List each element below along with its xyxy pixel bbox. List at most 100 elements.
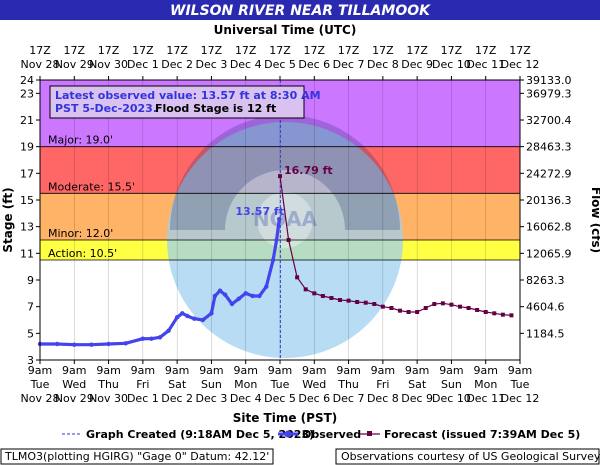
observed-point	[212, 293, 218, 299]
forecast-point	[440, 301, 445, 306]
top-tick-time: 17Z	[201, 44, 223, 57]
top-tick-date: Dec 12	[501, 58, 540, 71]
x-tick-time: 9am	[302, 364, 326, 377]
top-tick-date: Dec 2	[161, 58, 193, 71]
y2-tick-label: 1184.5	[526, 327, 565, 340]
x-tick-time: 9am	[199, 364, 223, 377]
noaa-logo-bird	[257, 192, 313, 248]
top-axis-title: Universal Time (UTC)	[214, 23, 357, 37]
forecast-point	[329, 296, 334, 300]
observed-point	[229, 301, 235, 307]
x-tick-date: Dec 11	[466, 392, 505, 405]
y2-tick-label: 16062.8	[526, 221, 572, 234]
forecast-point	[278, 174, 282, 179]
x-tick-time: 9am	[96, 364, 120, 377]
x-tick-date: Nov 30	[89, 392, 128, 405]
forecast-point	[389, 306, 394, 310]
observed-point	[222, 292, 228, 297]
top-tick-time: 17Z	[29, 44, 51, 57]
x-tick-weekday: Sat	[408, 378, 427, 391]
x-tick-date: Dec 7	[333, 392, 365, 405]
x-tick-date: Nov 29	[55, 392, 94, 405]
observed-point	[106, 341, 111, 347]
x-tick-weekday: Sun	[441, 378, 462, 391]
forecast-point	[475, 308, 480, 312]
observed-point	[274, 237, 279, 243]
top-tick-date: Dec 11	[466, 58, 505, 71]
info-line-2b: Flood Stage is 12 ft	[155, 102, 276, 115]
forecast-point	[509, 313, 514, 318]
observed-point	[174, 315, 180, 320]
y2-tick-label: 28463.3	[526, 141, 572, 154]
observed-point	[270, 257, 276, 263]
forecast-point	[380, 304, 385, 309]
top-tick-time: 17Z	[372, 44, 394, 57]
top-tick-date: Dec 5	[264, 58, 296, 71]
observed-point	[264, 284, 269, 289]
top-tick-time: 17Z	[132, 44, 154, 57]
forecast-point	[423, 306, 428, 310]
x-tick-date: Dec 8	[367, 392, 399, 405]
title-bar	[0, 0, 600, 20]
top-tick-time: 17Z	[304, 44, 326, 57]
observed-point	[149, 336, 154, 341]
observed-point	[243, 291, 248, 296]
y-tick-label: 17	[20, 167, 34, 180]
forecast-point	[492, 311, 497, 316]
observed-point	[192, 316, 197, 321]
y-axis-title: Stage (ft)	[1, 187, 15, 252]
x-tick-date: Dec 10	[432, 392, 471, 405]
observed-point	[277, 216, 282, 222]
x-tick-time: 9am	[439, 364, 463, 377]
y-tick-label: 15	[20, 194, 34, 207]
top-tick-date: Nov 29	[55, 58, 94, 71]
top-tick-date: Dec 4	[230, 58, 262, 71]
forecast-point	[372, 302, 377, 306]
forecast-point	[500, 312, 505, 317]
observed-point	[217, 288, 223, 293]
forecast-point	[406, 310, 411, 314]
forecast-peak-label: 16.79 ft	[284, 164, 333, 177]
top-tick-time: 17Z	[441, 44, 463, 57]
y-tick-label: 7	[27, 301, 34, 314]
y2-tick-label: 4604.6	[526, 301, 565, 314]
y2-tick-label: 32700.4	[526, 114, 572, 127]
observed-line	[40, 218, 281, 347]
x-tick-weekday: Sun	[201, 378, 222, 391]
x-tick-date: Dec 4	[230, 392, 262, 405]
y2-tick-label: 24272.9	[526, 167, 572, 180]
observed-peak-label: 13.57 ft	[235, 205, 284, 218]
top-tick-date: Dec 7	[333, 58, 365, 71]
x-tick-date: Dec 5	[264, 392, 296, 405]
top-tick-time: 17Z	[475, 44, 497, 57]
x-axis-title: Site Time (PST)	[233, 411, 338, 425]
x-tick-weekday: Wed	[302, 378, 326, 391]
forecast-line	[279, 176, 512, 316]
latest-observation-box: Latest observed value: 13.57 ft at 8:30 …	[49, 85, 321, 119]
info-line-2a: PST 5-Dec-2023.	[55, 102, 157, 115]
x-tick-weekday: Tue	[510, 378, 530, 391]
forecast-point	[303, 287, 308, 292]
x-tick-time: 9am	[268, 364, 292, 377]
top-tick-date: Dec 8	[367, 58, 399, 71]
y-tick-label: 24	[20, 74, 34, 87]
top-tick-time: 17Z	[166, 44, 188, 57]
forecast-point	[458, 304, 462, 309]
forecast-point	[483, 310, 488, 314]
noaa-logo-top	[170, 115, 400, 230]
top-tick-date: Dec 10	[432, 58, 471, 71]
top-tick-date: Dec 9	[401, 58, 433, 71]
info-line-1: Latest observed value: 13.57 ft at 8:30 …	[55, 89, 321, 102]
x-tick-time: 9am	[473, 364, 497, 377]
top-tick-time: 17Z	[235, 44, 257, 57]
forecast-point	[449, 302, 454, 307]
top-tick-time: 17Z	[98, 44, 120, 57]
observed-point	[157, 335, 163, 340]
observed-point	[140, 336, 146, 341]
forecast-point	[320, 294, 325, 298]
x-tick-weekday: Thu	[337, 378, 359, 391]
top-tick-date: Dec 1	[127, 58, 159, 71]
x-tick-weekday: Tue	[270, 378, 290, 391]
y-tick-label: 19	[20, 141, 34, 154]
